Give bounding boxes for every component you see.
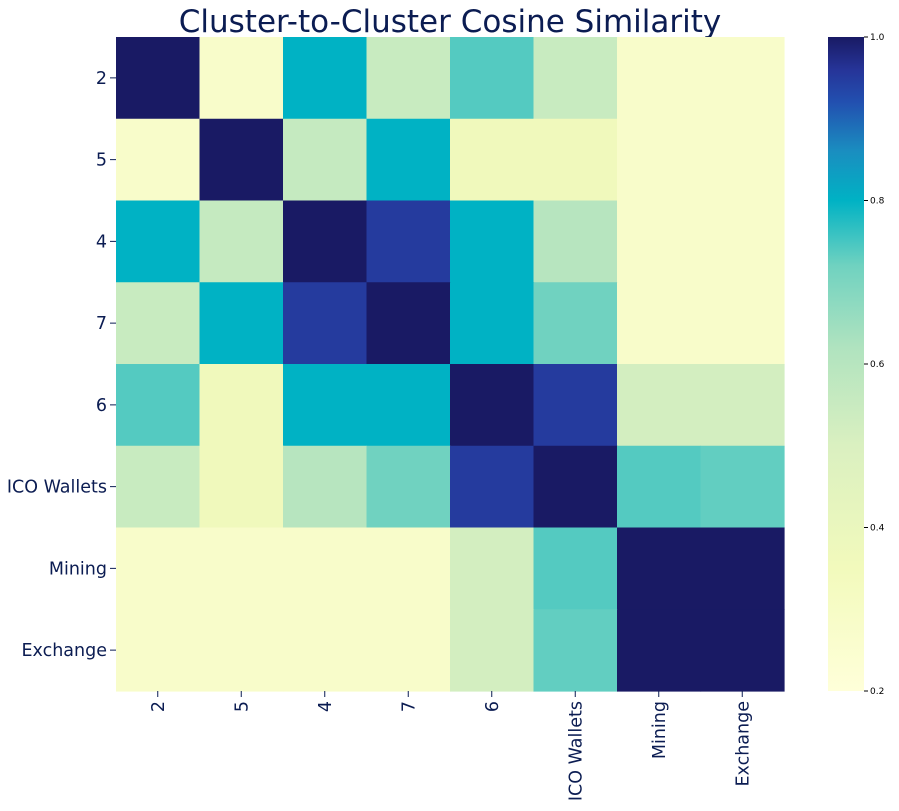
colorbar-ticks: 0.2 0.4 0.6 0.8 1.0 (864, 33, 885, 697)
heatmap-cell (283, 527, 368, 610)
heatmap-cell (366, 364, 451, 447)
heatmap-cell (533, 118, 618, 202)
x-tick-label: 7 (399, 701, 419, 712)
x-tick-label: 5 (232, 701, 252, 712)
heatmap-cell (116, 200, 201, 283)
heatmap-cell (700, 527, 785, 610)
heatmap-cell (366, 445, 451, 529)
x-tick-label: Exchange (733, 701, 753, 787)
heatmap-cell (533, 200, 618, 283)
y-tick-label: Exchange (21, 641, 107, 661)
colorbar: 0.2 0.4 0.6 0.8 1.0 (828, 33, 885, 697)
heatmap-cell (116, 37, 201, 120)
heatmap-cell (283, 282, 368, 365)
heatmap-cell (450, 609, 535, 692)
heatmap-cell (700, 364, 785, 447)
heatmap-cell (366, 37, 451, 120)
heatmap-cell (450, 364, 535, 447)
colorbar-tick-label: 0.2 (870, 687, 884, 697)
heatmap-cell (450, 527, 535, 610)
heatmap-cell (617, 118, 702, 202)
heatmap-cell (283, 445, 368, 529)
colorbar-tick-label: 1.0 (870, 33, 885, 43)
heatmap-cell (116, 527, 201, 610)
heatmap-cell (533, 527, 618, 610)
heatmap-cell (199, 200, 284, 283)
x-tick-label: 4 (316, 701, 336, 712)
y-tick-label: 6 (96, 396, 107, 416)
heatmap-cell (116, 118, 201, 202)
heatmap-cell (617, 445, 702, 529)
heatmap-cell (533, 282, 618, 365)
heatmap-cell (700, 200, 785, 283)
heatmap-cell (450, 118, 535, 202)
heatmap-cell (533, 609, 618, 692)
heatmap-cell (116, 282, 201, 365)
heatmap-cell (533, 364, 618, 447)
heatmap-cell (700, 445, 785, 529)
colorbar-tick-label: 0.8 (870, 197, 885, 207)
heatmap-cell (450, 37, 535, 120)
colorbar-tick-label: 0.4 (870, 524, 885, 534)
heatmap-cell (617, 282, 702, 365)
heatmap-cell (199, 445, 284, 529)
heatmap-cell (199, 527, 284, 610)
heatmap-cell (450, 200, 535, 283)
heatmap-cell (700, 609, 785, 692)
heatmap-cell (283, 200, 368, 283)
x-tick-label: ICO Wallets (566, 701, 586, 801)
heatmap-cell (617, 609, 702, 692)
heatmap-cells (116, 37, 785, 692)
heatmap-cell (116, 445, 201, 529)
x-tick-labels: 2 5 4 7 6 ICO Wallets Mining Exchange (149, 691, 753, 801)
x-tick-label: Mining (650, 701, 670, 759)
heatmap-cell (700, 118, 785, 202)
heatmap-cell (116, 364, 201, 447)
heatmap-cell (700, 37, 785, 120)
heatmap-cell (199, 282, 284, 365)
heatmap-cell (199, 364, 284, 447)
heatmap-cell (700, 282, 785, 365)
heatmap-cell (617, 527, 702, 610)
heatmap-cell (283, 118, 368, 202)
heatmap-cell (366, 609, 451, 692)
y-tick-label: 2 (96, 69, 107, 89)
y-tick-label: ICO Wallets (7, 478, 107, 498)
heatmap-cell (283, 37, 368, 120)
heatmap-cell (199, 609, 284, 692)
heatmap-cell (450, 445, 535, 529)
heatmap-cell (199, 37, 284, 120)
colorbar-gradient (828, 37, 864, 691)
heatmap-cell (116, 609, 201, 692)
heatmap-cell (533, 37, 618, 120)
colorbar-tick-label: 0.6 (870, 360, 885, 370)
heatmap-cell (533, 445, 618, 529)
heatmap-cell (366, 200, 451, 283)
y-tick-labels: 2 5 4 7 6 ICO Wallets Mining Exchange (7, 69, 116, 661)
y-tick-label: 4 (96, 232, 107, 252)
y-tick-label: 7 (96, 314, 107, 334)
y-tick-label: Mining (49, 559, 107, 579)
heatmap-cell (366, 527, 451, 610)
chart-title: Cluster-to-Cluster Cosine Similarity (179, 4, 722, 40)
heatmap-cell (283, 364, 368, 447)
x-tick-label: 2 (149, 701, 169, 712)
heatmap-cell (366, 118, 451, 202)
heatmap-cell (617, 364, 702, 447)
heatmap-cell (366, 282, 451, 365)
heatmap-cell (617, 37, 702, 120)
x-tick-label: 6 (483, 701, 503, 712)
y-tick-label: 5 (96, 151, 107, 171)
heatmap-cell (617, 200, 702, 283)
heatmap-cell (283, 609, 368, 692)
heatmap-cell (199, 118, 284, 202)
heatmap-cell (450, 282, 535, 365)
